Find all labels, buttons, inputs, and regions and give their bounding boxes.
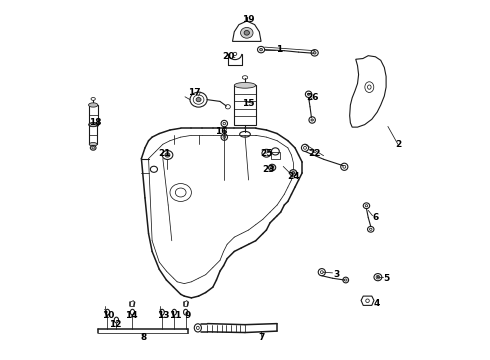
Text: 23: 23 <box>262 165 274 174</box>
Ellipse shape <box>290 170 297 176</box>
Bar <box>89 125 97 144</box>
Polygon shape <box>350 56 386 127</box>
Text: 18: 18 <box>90 118 102 127</box>
Polygon shape <box>232 21 261 41</box>
Text: 20: 20 <box>222 52 234 61</box>
Text: 25: 25 <box>260 149 272 158</box>
Text: 5: 5 <box>383 274 389 283</box>
Ellipse shape <box>311 119 314 121</box>
Text: 16: 16 <box>216 127 228 136</box>
Ellipse shape <box>89 103 98 107</box>
Ellipse shape <box>89 122 98 127</box>
Ellipse shape <box>241 27 253 38</box>
Bar <box>234 85 256 125</box>
Text: 3: 3 <box>333 270 339 279</box>
Ellipse shape <box>260 48 263 51</box>
Text: 22: 22 <box>308 149 321 158</box>
Bar <box>89 105 98 125</box>
Ellipse shape <box>270 166 273 169</box>
Text: 12: 12 <box>109 320 122 329</box>
Text: 7: 7 <box>258 333 264 342</box>
Ellipse shape <box>292 172 294 174</box>
Polygon shape <box>361 296 374 305</box>
Text: 6: 6 <box>372 213 378 222</box>
Text: 17: 17 <box>188 88 200 97</box>
Ellipse shape <box>89 123 97 126</box>
Text: 21: 21 <box>158 149 171 158</box>
Text: 1: 1 <box>276 45 282 54</box>
Ellipse shape <box>269 164 276 171</box>
Bar <box>271 152 280 158</box>
Text: 19: 19 <box>242 15 255 24</box>
Ellipse shape <box>307 93 310 95</box>
Text: 11: 11 <box>169 311 182 320</box>
Ellipse shape <box>196 98 201 102</box>
Text: 13: 13 <box>157 311 169 320</box>
Text: 2: 2 <box>395 140 402 149</box>
Ellipse shape <box>377 276 379 278</box>
Text: 14: 14 <box>125 311 138 320</box>
Ellipse shape <box>313 51 316 54</box>
Text: 24: 24 <box>287 172 299 181</box>
Text: 9: 9 <box>185 311 191 320</box>
Ellipse shape <box>165 153 170 157</box>
Ellipse shape <box>89 143 97 146</box>
Text: 4: 4 <box>374 299 380 308</box>
Ellipse shape <box>244 31 249 35</box>
Text: 10: 10 <box>102 311 115 320</box>
Text: 8: 8 <box>140 333 147 342</box>
Text: 26: 26 <box>306 93 318 102</box>
Ellipse shape <box>234 82 256 88</box>
Text: 15: 15 <box>242 99 254 108</box>
